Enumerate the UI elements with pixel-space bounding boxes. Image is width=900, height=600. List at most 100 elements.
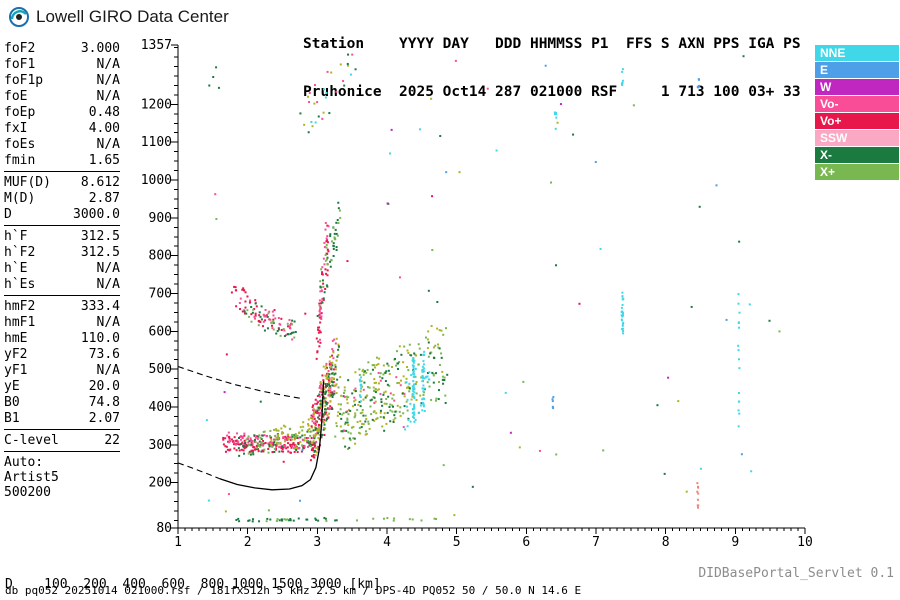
record-info-line: db pq052 20251014 021000.rsf / 181fx512h… bbox=[5, 584, 582, 597]
param-value: 73.6 bbox=[88, 347, 120, 362]
legend-item-x: X- bbox=[815, 147, 899, 163]
param-value: 2.87 bbox=[88, 191, 120, 206]
param-groups: foF2 3.000 foF1 N/A foF1p N/A foE N/A foEp 0.48 fx… bbox=[4, 41, 120, 500]
param-row-mufd: MUF(D) 8.612 bbox=[4, 175, 120, 191]
station-header: Station YYYY DAY DDD HHMMSS P1 FFS S AXN… bbox=[303, 4, 801, 132]
param-row-hes: h`Es N/A bbox=[4, 277, 120, 293]
svg-text:1200: 1200 bbox=[141, 97, 172, 112]
param-label: foEp bbox=[4, 105, 36, 120]
param-row-clevel: C-level 22 bbox=[4, 433, 120, 449]
param-value: 8.612 bbox=[80, 175, 120, 190]
param-value: N/A bbox=[96, 261, 120, 276]
param-label: yF1 bbox=[4, 363, 28, 378]
svg-text:200: 200 bbox=[149, 476, 172, 491]
logo-text: Lowell GIRO Data Center bbox=[36, 7, 229, 26]
svg-text:8: 8 bbox=[662, 535, 670, 550]
separator-line bbox=[4, 429, 120, 430]
svg-text:9: 9 bbox=[731, 535, 739, 550]
svg-text:4: 4 bbox=[383, 535, 391, 550]
legend-item-x: X+ bbox=[815, 164, 899, 180]
svg-text:1: 1 bbox=[174, 535, 182, 550]
legend-item-e: E bbox=[815, 62, 899, 78]
param-label: fxI bbox=[4, 121, 28, 136]
param-value: 3.000 bbox=[80, 41, 120, 56]
station-header-line1: Station YYYY DAY DDD HHMMSS P1 FFS S AXN… bbox=[303, 36, 801, 52]
param-label: h`E bbox=[4, 261, 28, 276]
param-value: N/A bbox=[96, 137, 120, 152]
legend-item-w: W bbox=[815, 79, 899, 95]
param-label: yE bbox=[4, 379, 20, 394]
param-value: 20.0 bbox=[88, 379, 120, 394]
param-value: N/A bbox=[96, 277, 120, 292]
param-row-md: M(D) 2.87 bbox=[4, 191, 120, 207]
param-value: 110.0 bbox=[80, 331, 120, 346]
param-row-he: h`E N/A bbox=[4, 261, 120, 277]
param-row-hmf2: hmF2 333.4 bbox=[4, 299, 120, 315]
param-label: B0 bbox=[4, 395, 20, 410]
svg-text:80: 80 bbox=[156, 521, 172, 536]
param-row-b1: B1 2.07 bbox=[4, 411, 120, 427]
param-row-b0: B0 74.8 bbox=[4, 395, 120, 411]
param-row-hme: hmE 110.0 bbox=[4, 331, 120, 347]
param-label: D bbox=[4, 207, 12, 222]
autoscaling-info: 500200 bbox=[4, 485, 51, 500]
svg-text:500: 500 bbox=[149, 362, 172, 377]
param-value: 3000.0 bbox=[73, 207, 120, 222]
param-label: C-level bbox=[4, 433, 59, 448]
param-label: fmin bbox=[4, 153, 36, 168]
param-label: MUF(D) bbox=[4, 175, 51, 190]
servlet-version: DIDBasePortal_Servlet 0.1 bbox=[698, 566, 894, 581]
param-row-hmf1: hmF1 N/A bbox=[4, 315, 120, 331]
param-value: N/A bbox=[96, 57, 120, 72]
param-row-ye: yE 20.0 bbox=[4, 379, 120, 395]
svg-text:900: 900 bbox=[149, 211, 172, 226]
param-label: B1 bbox=[4, 411, 20, 426]
param-label: yF2 bbox=[4, 347, 28, 362]
svg-text:7: 7 bbox=[592, 535, 600, 550]
param-row-yf2: yF2 73.6 bbox=[4, 347, 120, 363]
param-label: hmE bbox=[4, 331, 28, 346]
separator-line bbox=[4, 295, 120, 296]
param-row-d: D 3000.0 bbox=[4, 207, 120, 223]
param-row-fof1: foF1 N/A bbox=[4, 57, 120, 73]
bottom-scales: D 100 200 400 600 800 1000 1500 3000 [km… bbox=[5, 550, 389, 600]
station-header-line2: Pruhonice 2025 Oct14 287 021000 RSF 1 71… bbox=[303, 84, 801, 100]
svg-text:700: 700 bbox=[149, 286, 172, 301]
param-label: foF1 bbox=[4, 57, 36, 72]
param-panel: foF2 3.000 foF1 N/A foF1p N/A foE N/A foEp 0.48 fx… bbox=[4, 41, 120, 500]
param-label: foF1p bbox=[4, 73, 44, 88]
param-row-fxi: fxI 4.00 bbox=[4, 121, 120, 137]
param-row-hf: h`F 312.5 bbox=[4, 229, 120, 245]
param-value: N/A bbox=[96, 315, 120, 330]
param-label: h`F2 bbox=[4, 245, 36, 260]
param-row-foep: foEp 0.48 bbox=[4, 105, 120, 121]
param-label: foEs bbox=[4, 137, 36, 152]
param-value: 22 bbox=[104, 433, 120, 448]
param-label: hmF2 bbox=[4, 299, 36, 314]
svg-text:800: 800 bbox=[149, 249, 172, 264]
param-row-fof2: foF2 3.000 bbox=[4, 41, 120, 57]
d-scale-row: D 100 200 400 600 800 1000 1500 3000 [km… bbox=[5, 577, 381, 592]
svg-text:1100: 1100 bbox=[141, 135, 172, 150]
autoscaling-info: Artist5 bbox=[4, 470, 59, 485]
legend-item-vo: Vo- bbox=[815, 96, 899, 112]
param-value: 312.5 bbox=[80, 229, 120, 244]
svg-text:1357: 1357 bbox=[141, 38, 172, 53]
svg-text:2: 2 bbox=[244, 535, 252, 550]
legend-item-vo: Vo+ bbox=[815, 113, 899, 129]
svg-text:10: 10 bbox=[797, 535, 813, 550]
svg-text:1000: 1000 bbox=[141, 173, 172, 188]
svg-text:3: 3 bbox=[313, 535, 321, 550]
param-row-foe: foE N/A bbox=[4, 89, 120, 105]
param-value: 312.5 bbox=[80, 245, 120, 260]
param-row-foes: foEs N/A bbox=[4, 137, 120, 153]
legend-item-nne: NNE bbox=[815, 45, 899, 61]
param-row-hf2: h`F2 312.5 bbox=[4, 245, 120, 261]
separator-line bbox=[4, 225, 120, 226]
svg-text:600: 600 bbox=[149, 324, 172, 339]
giro-logo: Lowell GIRO Data Center bbox=[8, 6, 229, 28]
param-label: M(D) bbox=[4, 191, 36, 206]
legend: NNE E W Vo- Vo+ SSW X- X+ bbox=[815, 45, 899, 181]
